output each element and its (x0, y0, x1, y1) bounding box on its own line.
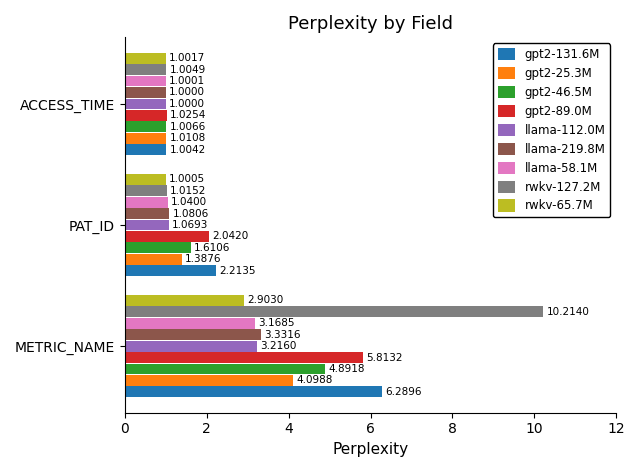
Text: 1.0108: 1.0108 (170, 133, 206, 143)
Text: 1.0017: 1.0017 (169, 53, 205, 63)
Bar (125, 87, 166, 98)
Bar (125, 306, 543, 317)
Text: 2.2135: 2.2135 (219, 266, 255, 276)
Bar (125, 231, 209, 242)
Text: 5.8132: 5.8132 (366, 353, 403, 362)
Bar (125, 99, 166, 110)
Bar (125, 363, 325, 374)
Text: 1.0000: 1.0000 (169, 87, 205, 98)
Text: 10.2140: 10.2140 (547, 307, 589, 317)
Text: 6.2896: 6.2896 (386, 387, 422, 397)
Title: Perplexity by Field: Perplexity by Field (288, 15, 453, 33)
Bar (125, 329, 261, 340)
Text: 1.0049: 1.0049 (170, 65, 205, 75)
Text: 1.3876: 1.3876 (185, 254, 221, 264)
Bar (125, 76, 166, 86)
Text: 1.6106: 1.6106 (194, 243, 230, 253)
Bar (125, 387, 383, 397)
Text: 1.0042: 1.0042 (170, 145, 205, 155)
Text: 1.0152: 1.0152 (170, 185, 206, 196)
Text: 4.8918: 4.8918 (328, 364, 365, 374)
Text: 1.0254: 1.0254 (170, 110, 207, 120)
Bar (125, 144, 166, 155)
Bar (125, 110, 167, 121)
Text: 1.0001: 1.0001 (169, 76, 205, 86)
X-axis label: Perplexity: Perplexity (333, 442, 409, 457)
Bar (125, 121, 166, 132)
Bar (125, 53, 166, 64)
Bar (125, 208, 169, 219)
Text: 1.0066: 1.0066 (170, 122, 205, 132)
Bar (125, 254, 182, 265)
Bar (125, 174, 166, 185)
Bar (125, 318, 255, 329)
Legend: gpt2-131.6M, gpt2-25.3M, gpt2-46.5M, gpt2-89.0M, llama-112.0M, llama-219.8M, lla: gpt2-131.6M, gpt2-25.3M, gpt2-46.5M, gpt… (493, 43, 611, 217)
Bar (125, 64, 166, 75)
Bar (125, 185, 166, 196)
Bar (125, 265, 216, 276)
Text: 3.1685: 3.1685 (258, 318, 294, 328)
Text: 1.0693: 1.0693 (172, 220, 209, 230)
Text: 1.0000: 1.0000 (169, 99, 205, 109)
Text: 4.0988: 4.0988 (296, 375, 332, 386)
Bar (125, 197, 168, 208)
Text: 1.0005: 1.0005 (169, 174, 205, 184)
Bar (125, 352, 363, 363)
Bar (125, 243, 191, 253)
Text: 1.0806: 1.0806 (173, 209, 209, 219)
Bar (125, 219, 169, 230)
Text: 3.3316: 3.3316 (264, 329, 301, 340)
Text: 1.0400: 1.0400 (171, 197, 207, 207)
Bar (125, 295, 244, 306)
Text: 2.9030: 2.9030 (247, 295, 284, 305)
Bar (125, 375, 292, 386)
Bar (125, 133, 166, 143)
Bar (125, 341, 257, 352)
Text: 3.2160: 3.2160 (260, 341, 296, 351)
Text: 2.0420: 2.0420 (212, 231, 248, 242)
